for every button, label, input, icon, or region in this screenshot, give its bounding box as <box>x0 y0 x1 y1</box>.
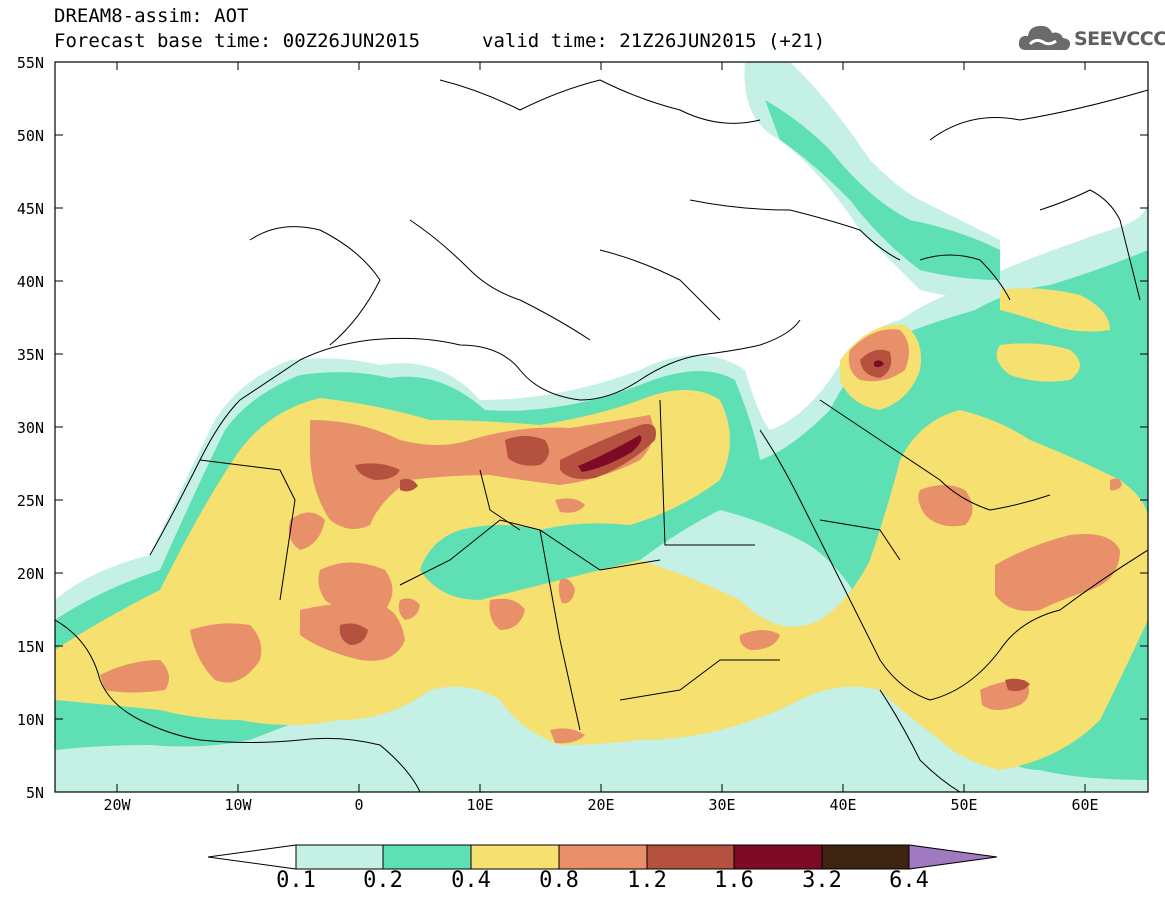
lat-label-15n: 15N <box>16 638 44 656</box>
colorbar-arrow-right <box>908 844 998 870</box>
colorbar-arrow-left <box>207 844 297 870</box>
lon-label-40e: 40E <box>829 796 857 814</box>
lon-label-50e: 50E <box>950 796 978 814</box>
lat-label-25n: 25N <box>16 492 44 510</box>
lat-label-30n: 30N <box>16 419 44 437</box>
colorbar-label-1-6: 1.6 <box>714 868 754 893</box>
cloud-icon <box>1018 25 1071 51</box>
colorbar-swatch-1-6 <box>733 844 823 870</box>
lat-label-5n: 5N <box>25 784 44 802</box>
colorbar-swatch-0-4 <box>470 844 560 870</box>
forecast-base-time: Forecast base time: 00Z26JUN2015 <box>54 30 421 52</box>
colorbar-label-0-1: 0.1 <box>276 868 316 893</box>
colorbar-swatch-0-1 <box>295 844 384 870</box>
colorbar-label-0-2: 0.2 <box>363 868 403 893</box>
valid-time: valid time: 21Z26JUN2015 (+21) <box>482 30 826 52</box>
lat-label-20n: 20N <box>16 565 44 583</box>
lon-label-10e: 10E <box>466 796 494 814</box>
colorbar-swatch-0-8 <box>558 844 648 870</box>
lon-label-20e: 20E <box>587 796 615 814</box>
lat-label-55n: 55N <box>16 54 44 72</box>
lat-label-10n: 10N <box>16 711 44 729</box>
lat-label-35n: 35N <box>16 346 44 364</box>
colorbar-label-6-4: 6.4 <box>889 868 929 893</box>
logo-text: SEEVCCC <box>1074 28 1165 50</box>
lat-label-40n: 40N <box>16 273 44 291</box>
lon-label-10w: 10W <box>224 796 252 814</box>
colorbar-label-0-8: 0.8 <box>539 868 579 893</box>
lon-label-0: 0 <box>354 796 364 814</box>
colorbar-label-1-2: 1.2 <box>627 868 667 893</box>
coastlines-borders <box>55 79 1148 792</box>
lat-label-50n: 50N <box>16 127 44 145</box>
seevccc-logo: SEEVCCC <box>1016 20 1165 58</box>
axis-ticks <box>55 61 1148 793</box>
colorbar-swatch-0-2 <box>382 844 472 870</box>
lon-label-20w: 20W <box>103 796 131 814</box>
colorbar-label-3-2: 3.2 <box>802 868 842 893</box>
lon-label-30e: 30E <box>708 796 736 814</box>
colorbar-swatch-1-2 <box>646 844 735 870</box>
aot-contour-1-6 <box>578 360 884 472</box>
colorbar-swatch-3-2 <box>821 844 910 870</box>
lon-label-60e: 60E <box>1071 796 1099 814</box>
map-title: DREAM8-assim: AOT <box>54 5 249 27</box>
colorbar-label-0-4: 0.4 <box>451 868 491 893</box>
lat-label-45n: 45N <box>16 200 44 218</box>
